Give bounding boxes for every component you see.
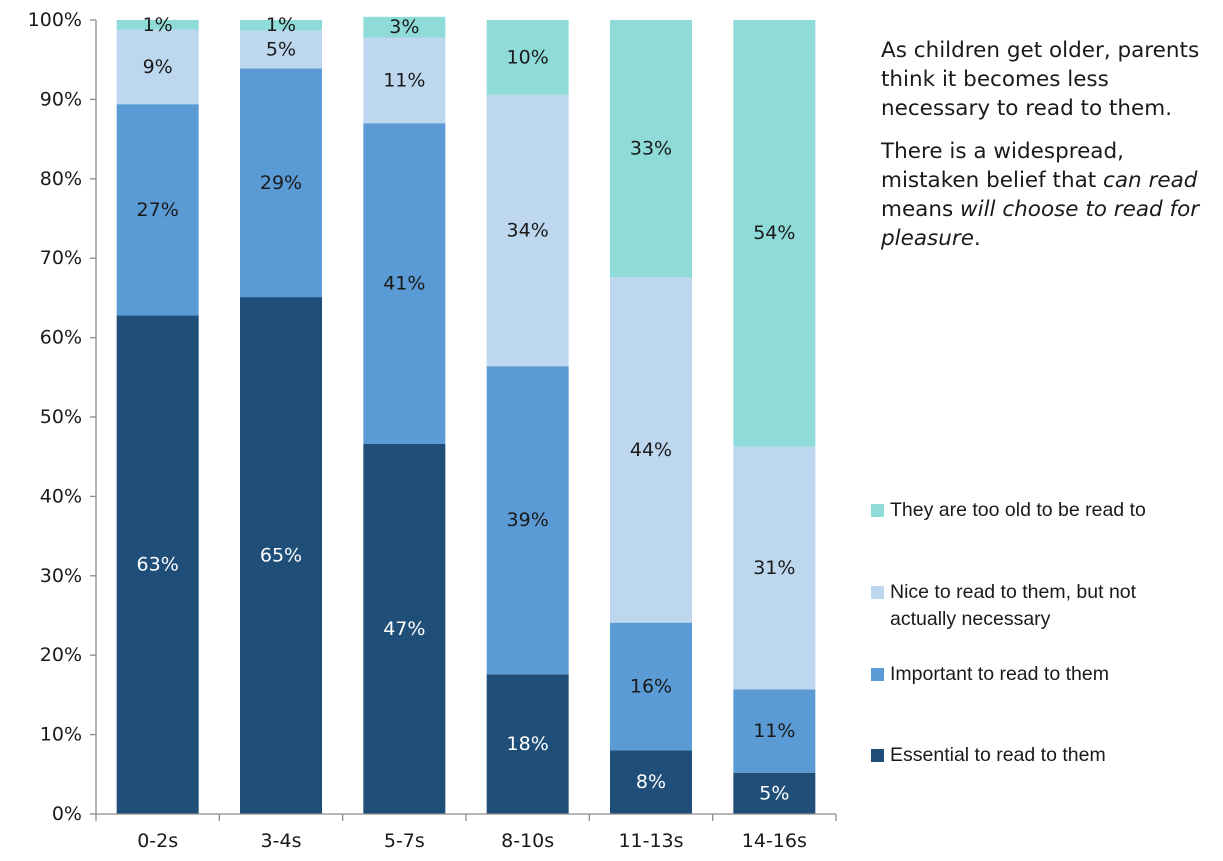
legend-item-essential: Essential to read to them xyxy=(871,742,1220,769)
data-label-11-13s-s2: 44% xyxy=(630,439,672,461)
data-label-8-10s-s3: 10% xyxy=(507,46,549,68)
data-label-14-16s-s0: 5% xyxy=(759,782,789,804)
bar-segment-11-13s-s2 xyxy=(610,277,692,623)
data-label-3-4s-s1: 29% xyxy=(260,172,302,194)
bar-segment-8-10s-s0 xyxy=(486,674,569,814)
data-label-5-7s-s3: 3% xyxy=(389,16,419,38)
x-tick-label-0-2s: 0-2s xyxy=(137,830,178,852)
y-tick-label: 20% xyxy=(40,644,82,666)
legend-label-important: Important to read to them xyxy=(890,663,1109,685)
data-label-5-7s-s0: 47% xyxy=(383,618,425,640)
y-tick-label: 90% xyxy=(40,88,82,110)
data-label-5-7s-s1: 41% xyxy=(383,273,425,295)
x-tick-label-5-7s: 5-7s xyxy=(384,830,425,852)
data-label-14-16s-s3: 54% xyxy=(753,222,795,244)
legend-item-important: Important to read to them xyxy=(871,661,1220,688)
data-label-0-2s-s3: 1% xyxy=(143,14,173,36)
data-label-14-16s-s1: 11% xyxy=(753,720,795,742)
data-label-3-4s-s0: 65% xyxy=(260,545,302,567)
bar-segment-8-10s-s1 xyxy=(486,366,569,675)
data-label-0-2s-s0: 63% xyxy=(137,554,179,576)
legend-label-nice: Nice to read to them, but not actually n… xyxy=(890,581,1137,630)
bar-segment-3-4s-s2 xyxy=(240,30,322,69)
data-label-0-2s-s2: 9% xyxy=(143,56,173,78)
bar-segment-3-4s-s1 xyxy=(240,68,322,298)
annotation-emphasis-can-read: can read xyxy=(1103,168,1198,193)
y-tick-label: 30% xyxy=(40,565,82,587)
data-label-5-7s-s2: 11% xyxy=(383,69,425,91)
x-tick-label-3-4s: 3-4s xyxy=(261,830,302,852)
data-label-8-10s-s2: 34% xyxy=(507,219,549,241)
y-tick-label: 70% xyxy=(40,247,82,269)
y-tick-label: 100% xyxy=(28,9,82,31)
y-tick-label: 40% xyxy=(40,485,82,507)
legend-item-too-old: They are too old to be read to xyxy=(871,497,1220,524)
bar-segment-11-13s-s0 xyxy=(610,750,692,814)
bar-segment-14-16s-s1 xyxy=(733,689,816,773)
legend-swatch-essential xyxy=(871,749,884,762)
y-tick-label: 10% xyxy=(40,724,82,746)
y-tick-label: 50% xyxy=(40,406,82,428)
bar-segment-14-16s-s2 xyxy=(733,446,816,690)
data-label-11-13s-s1: 16% xyxy=(630,676,672,698)
legend-swatch-important xyxy=(871,668,884,681)
legend-swatch-too-old xyxy=(871,504,884,517)
legend-swatch-nice xyxy=(871,586,884,599)
y-tick-label: 0% xyxy=(52,803,82,825)
bar-segment-11-13s-s3 xyxy=(610,20,692,278)
annotation-paragraph-1: As children get older, parents think it … xyxy=(881,38,1200,121)
bar-segment-14-16s-s3 xyxy=(733,20,816,447)
data-label-11-13s-s0: 8% xyxy=(636,771,666,793)
annotation-emphasis-read-for-pleasure: will choose to read for pleasure xyxy=(881,197,1200,251)
bar-segment-8-10s-s3 xyxy=(486,20,569,95)
bar-segment-0-2s-s3 xyxy=(116,20,199,30)
bar-segment-5-7s-s1 xyxy=(363,123,446,444)
bar-segment-14-16s-s0 xyxy=(733,772,816,814)
y-tick-label: 80% xyxy=(40,168,82,190)
bar-segment-8-10s-s2 xyxy=(486,94,569,367)
x-tick-label-11-13s: 11-13s xyxy=(618,830,683,852)
annotation-paragraph-2-part-e: . xyxy=(973,226,981,251)
legend-label-essential: Essential to read to them xyxy=(890,744,1106,766)
bar-segment-11-13s-s1 xyxy=(610,622,692,751)
data-label-3-4s-s3: 1% xyxy=(266,14,296,36)
data-label-14-16s-s2: 31% xyxy=(753,557,795,579)
bar-segment-0-2s-s2 xyxy=(116,29,199,105)
data-label-8-10s-s0: 18% xyxy=(507,733,549,755)
bar-segment-5-7s-s2 xyxy=(363,37,446,124)
annotation-paragraph-2-part-c: means xyxy=(881,197,961,222)
bar-segment-3-4s-s3 xyxy=(240,20,322,31)
data-label-3-4s-s2: 5% xyxy=(266,38,296,60)
bar-segment-3-4s-s0 xyxy=(240,297,322,815)
bar-segment-0-2s-s0 xyxy=(116,315,199,814)
bar-segment-5-7s-s3 xyxy=(363,16,446,38)
data-label-11-13s-s3: 33% xyxy=(630,138,672,160)
x-tick-label-14-16s: 14-16s xyxy=(742,830,807,852)
bar-segment-5-7s-s0 xyxy=(363,443,446,814)
annotation-paragraph-2: There is a widespread, mistaken belief t… xyxy=(881,137,1201,253)
annotation-paragraph-2-part-a: There is a widespread, mistaken belief t… xyxy=(881,139,1124,193)
legend-item-nice: Nice to read to them, but not actually n… xyxy=(871,579,1205,633)
annotation-text: As children get older, parents think it … xyxy=(881,36,1201,267)
bar-segment-0-2s-s1 xyxy=(116,104,199,316)
y-tick-label: 60% xyxy=(40,327,82,349)
data-label-8-10s-s1: 39% xyxy=(507,509,549,531)
legend-label-too-old: They are too old to be read to xyxy=(890,499,1146,521)
data-label-0-2s-s1: 27% xyxy=(137,199,179,221)
x-tick-label-8-10s: 8-10s xyxy=(501,830,554,852)
